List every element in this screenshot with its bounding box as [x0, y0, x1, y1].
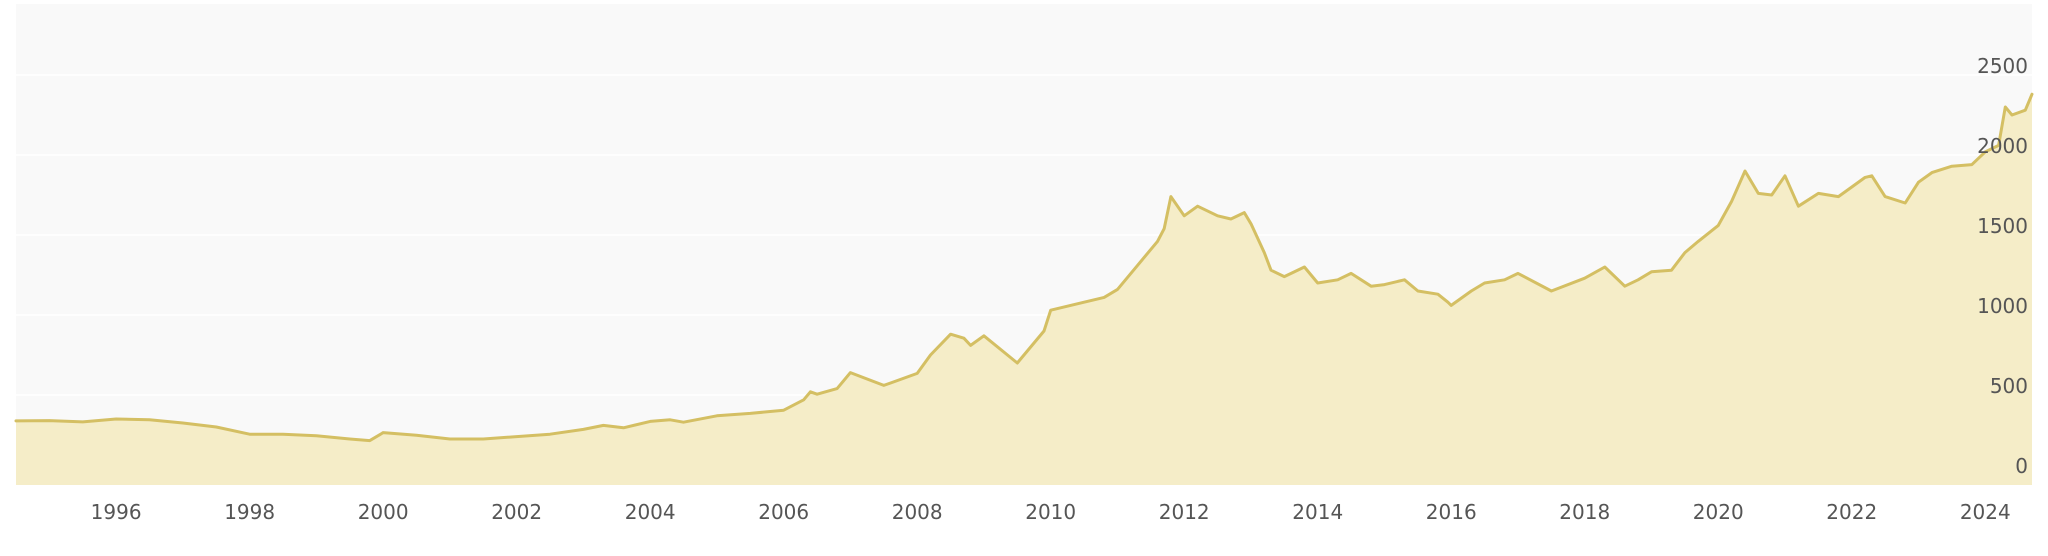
x-tick-label: 2010: [1025, 500, 1076, 524]
x-tick-label: 2024: [1960, 500, 2011, 524]
x-tick-label: 2008: [892, 500, 943, 524]
y-tick-label: 0: [2015, 454, 2028, 478]
x-tick-label: 2014: [1292, 500, 1343, 524]
x-tick-label: 2012: [1159, 500, 1210, 524]
y-tick-label: 1500: [1977, 214, 2028, 238]
series-area-fill: [16, 94, 2032, 485]
x-tick-label: 2006: [758, 500, 809, 524]
series-line: [14, 92, 2034, 443]
series-layer: [14, 92, 2034, 485]
y-tick-label: 2500: [1977, 54, 2028, 78]
x-tick-label: 1998: [224, 500, 275, 524]
x-tick-label: 2004: [625, 500, 676, 524]
x-tick-label: 2000: [358, 500, 409, 524]
x-tick-label: 2018: [1559, 500, 1610, 524]
y-tick-label: 1000: [1977, 294, 2028, 318]
y-tick-label: 500: [1990, 374, 2028, 398]
x-tick-label: 2022: [1826, 500, 1877, 524]
axis-labels: 0 500 1000 1500 2000 2500 1996 1998 2000 2002 2004…: [91, 54, 2028, 524]
x-tick-label: 1996: [91, 500, 142, 524]
x-tick-label: 2020: [1693, 500, 1744, 524]
x-tick-label: 2016: [1426, 500, 1477, 524]
y-tick-label: 2000: [1977, 134, 2028, 158]
x-tick-label: 2002: [491, 500, 542, 524]
